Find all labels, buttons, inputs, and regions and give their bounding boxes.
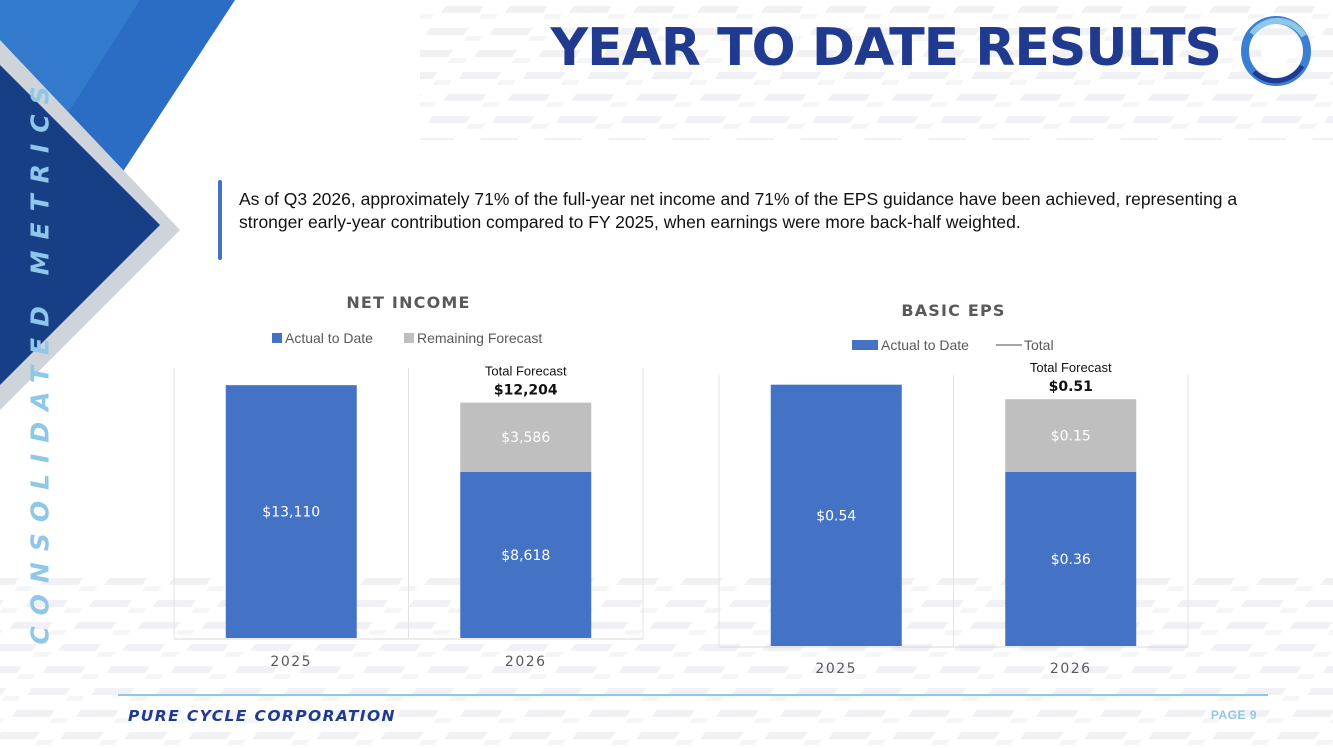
bar-data-label: $0.54 [816,508,856,524]
bar-2026-series-0 [1005,471,1137,646]
basic-eps-chart-title: BASIC EPS [901,301,1005,320]
x-tick-label: 2025 [270,654,312,670]
legend-label: Total [1024,337,1054,353]
bar-2025-series-0 [770,384,902,646]
legend-label: Actual to Date [881,337,969,353]
legend-label: Actual to Date [285,330,373,346]
bar-2026-series-1 [460,402,592,472]
bar-2026-series-0 [460,471,592,638]
callout-text: As of Q3 2026, approximately 71% of the … [239,189,1238,232]
bar-data-label: $8,618 [501,548,550,564]
bar-data-label: $0.36 [1051,552,1091,568]
legend-swatch [272,333,282,343]
bar-data-label: $13,110 [262,505,320,521]
bar-data-label: $0.15 [1051,428,1091,444]
bar-data-label: $3,586 [501,430,550,446]
x-tick-label: 2026 [505,654,547,670]
basic-eps-chart: BASIC EPS Actual to Date Total $0.54 2025 $0.… [718,301,1189,677]
net-income-chart: NET INCOME Actual to Date Remaining Foreca… [173,293,644,670]
total-forecast-value: $0.51 [1049,379,1093,395]
callout-accent-bar [218,180,222,260]
bar-2026-series-1 [1005,399,1137,472]
legend-label: Remaining Forecast [417,330,542,346]
company-logo-icon [1241,16,1311,86]
header-texture [420,0,1333,140]
x-tick-label: 2025 [815,661,857,677]
total-forecast-label: Total Forecast [485,364,567,379]
net-income-chart-title: NET INCOME [346,293,470,312]
bar-2025-series-0 [225,385,357,638]
footer-divider [118,694,1268,696]
corner-chevron-navy [0,65,160,385]
page-number: PAGE 9 [1210,708,1257,722]
legend-swatch [852,340,878,350]
legend-swatch [404,333,414,343]
total-forecast-label: Total Forecast [1030,360,1112,375]
page-title: YEAR TO DATE RESULTS [550,18,1222,78]
footer-company-name: PURE CYCLE CORPORATION [128,707,396,725]
total-forecast-value: $12,204 [494,383,558,399]
x-tick-label: 2026 [1050,661,1092,677]
